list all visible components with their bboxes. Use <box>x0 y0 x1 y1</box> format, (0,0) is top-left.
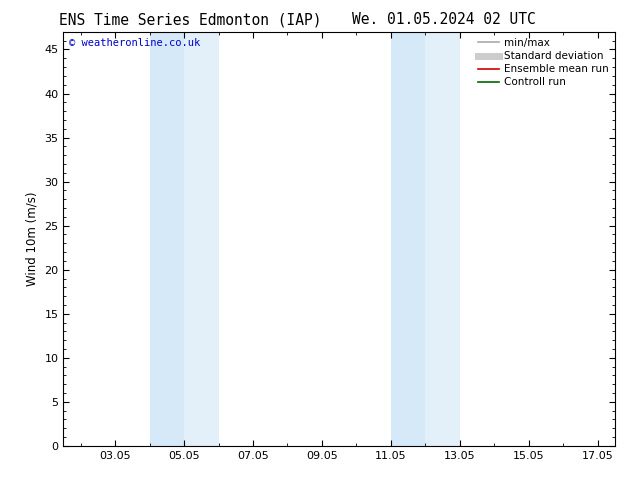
Text: © weatheronline.co.uk: © weatheronline.co.uk <box>69 38 200 48</box>
Text: ENS Time Series Edmonton (IAP): ENS Time Series Edmonton (IAP) <box>59 12 321 27</box>
Bar <box>150 32 184 446</box>
Legend: min/max, Standard deviation, Ensemble mean run, Controll run: min/max, Standard deviation, Ensemble me… <box>475 35 612 91</box>
Y-axis label: Wind 10m (m/s): Wind 10m (m/s) <box>26 192 39 286</box>
Bar <box>425 32 460 446</box>
Bar <box>391 32 425 446</box>
Bar <box>184 32 219 446</box>
Text: We. 01.05.2024 02 UTC: We. 01.05.2024 02 UTC <box>352 12 536 27</box>
